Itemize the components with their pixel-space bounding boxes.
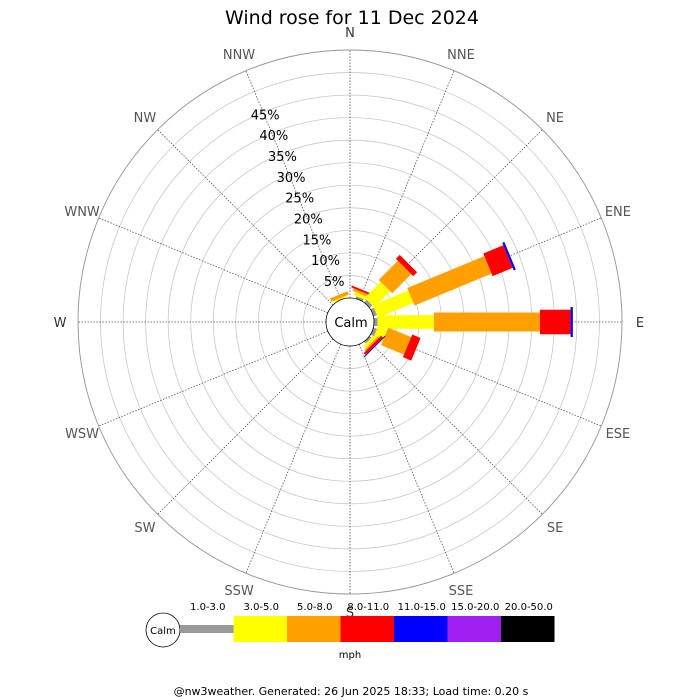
- petal-ne-bin-3: [395, 254, 418, 277]
- spoke-wnw: [98, 217, 328, 314]
- calm-circle: [325, 297, 375, 347]
- radial-tick-labels: 5% 10% 15% 20% 25% 30% 35% 40% 45%: [251, 108, 345, 290]
- petal-ese-bin-3: [402, 334, 421, 361]
- petal-e-bin-4: [570, 307, 573, 337]
- petal-nnw-bin-2: [329, 291, 349, 302]
- legend-bin-label-1: 3.0-5.0: [244, 602, 279, 613]
- direction-labels: N NNE NE ENE E ESE SE SSE S SSW SW WSW W WNW NW NNW: [54, 26, 645, 621]
- spoke-sse: [358, 344, 455, 574]
- legend-bin-label-2: 5.0-8.0: [297, 602, 332, 613]
- petal-se-bin-0: [364, 336, 372, 344]
- petal-ene-bin-1: [372, 290, 414, 318]
- petal-ene-bin-4: [502, 241, 516, 271]
- spoke-nnw: [245, 70, 342, 300]
- radial-tick-label: 35%: [268, 150, 297, 165]
- radial-tick-label: 5%: [324, 275, 345, 290]
- spoke-ne: [366, 129, 543, 306]
- grid-ring-outer: [77, 49, 623, 595]
- spoke-sw: [157, 338, 334, 515]
- direction-label-sw: SW: [134, 521, 155, 536]
- spoke-se: [366, 338, 543, 515]
- spoke-nne: [358, 70, 455, 300]
- legend-calm-label: Calm: [150, 626, 176, 637]
- wind-petals: [329, 241, 573, 361]
- direction-label-n: N: [345, 26, 355, 41]
- petal-e-bin-1: [377, 315, 434, 329]
- spoke-nw: [157, 129, 334, 306]
- petal-e-bin-2: [433, 312, 540, 332]
- legend-bin-label-0: 1.0-3.0: [190, 602, 225, 613]
- petal-e-bin-3: [539, 309, 571, 335]
- petal-se-bin-4: [363, 335, 386, 358]
- legend-unit-label: mph: [339, 650, 361, 661]
- petal-ne-bin-1: [364, 281, 391, 308]
- spoke-ese: [372, 330, 602, 427]
- spoke-ssw: [245, 344, 342, 574]
- petal-nne-bin-0: [355, 296, 364, 302]
- footer-text: @nw3weather. Generated: 26 Jun 2025 18:3…: [174, 685, 529, 698]
- direction-label-nw: NW: [134, 111, 157, 126]
- direction-label-ne: NE: [546, 111, 564, 126]
- direction-label-w: W: [54, 316, 67, 331]
- legend-swatch-1: [233, 616, 287, 642]
- petal-nne-bin-1: [353, 291, 368, 301]
- direction-label-nne: NNE: [447, 48, 475, 63]
- direction-label-wnw: WNW: [64, 205, 100, 220]
- petal-ene-bin-3: [483, 245, 513, 277]
- legend-bin-label-3: 8.0-11.0: [347, 602, 389, 613]
- petal-se-bin-3: [363, 335, 383, 355]
- direction-label-sse: SSE: [449, 584, 474, 599]
- petal-nne-bin-2: [352, 288, 372, 299]
- spoke-wsw: [98, 330, 328, 427]
- petal-se-bin-2: [364, 336, 380, 352]
- radial-tick-label: 20%: [294, 213, 323, 228]
- direction-label-e: E: [636, 316, 644, 331]
- radial-tick-label: 30%: [277, 171, 306, 186]
- petal-nnw-bin-1: [333, 295, 348, 303]
- petal-ese-bin-2: [381, 327, 412, 355]
- direction-label-wsw: WSW: [65, 427, 99, 442]
- direction-label-se: SE: [547, 521, 563, 536]
- legend-swatch-5: [447, 616, 501, 642]
- legend-swatch-6: [501, 616, 555, 642]
- radial-tick-label: 25%: [285, 192, 314, 207]
- petal-ne-bin-2: [378, 260, 412, 294]
- direction-label-ene: ENE: [605, 205, 631, 220]
- petal-e-bin-0: [374, 318, 378, 326]
- calm-label: Calm: [334, 316, 367, 331]
- radial-tick-label: 45%: [251, 108, 280, 123]
- legend-bin-label-4: 11.0-15.0: [398, 602, 446, 613]
- petal-ne-bin-0: [364, 299, 373, 308]
- legend-swatch-2: [287, 616, 341, 642]
- direction-label-s: S: [346, 606, 354, 621]
- radial-tick-label: 40%: [259, 129, 288, 144]
- direction-label-ese: ESE: [606, 427, 631, 442]
- radial-tick-label: 15%: [302, 233, 331, 248]
- legend-swatch-0: [180, 625, 234, 633]
- chart-title: Wind rose for 11 Dec 2024: [225, 7, 479, 29]
- legend-bin-label-6: 20.0-50.0: [505, 602, 553, 613]
- direction-label-ssw: SSW: [224, 584, 254, 599]
- speed-legend: Calm 1.0-3.0 3.0-5.0 5.0-8.0 8.0-11.0 11.0-1…: [145, 602, 555, 661]
- legend-bin-label-5: 15.0-20.0: [451, 602, 499, 613]
- legend-swatch-3: [340, 616, 394, 642]
- grid-ring: [122, 94, 578, 550]
- radial-tick-label: 10%: [311, 254, 340, 269]
- petal-ene-bin-0: [370, 307, 378, 317]
- petal-se-bin-1: [363, 335, 376, 348]
- direction-label-nnw: NNW: [223, 48, 255, 63]
- legend-swatch-4: [394, 616, 448, 642]
- petal-ese-bin-0: [370, 327, 378, 337]
- petal-ene-bin-2: [407, 256, 492, 306]
